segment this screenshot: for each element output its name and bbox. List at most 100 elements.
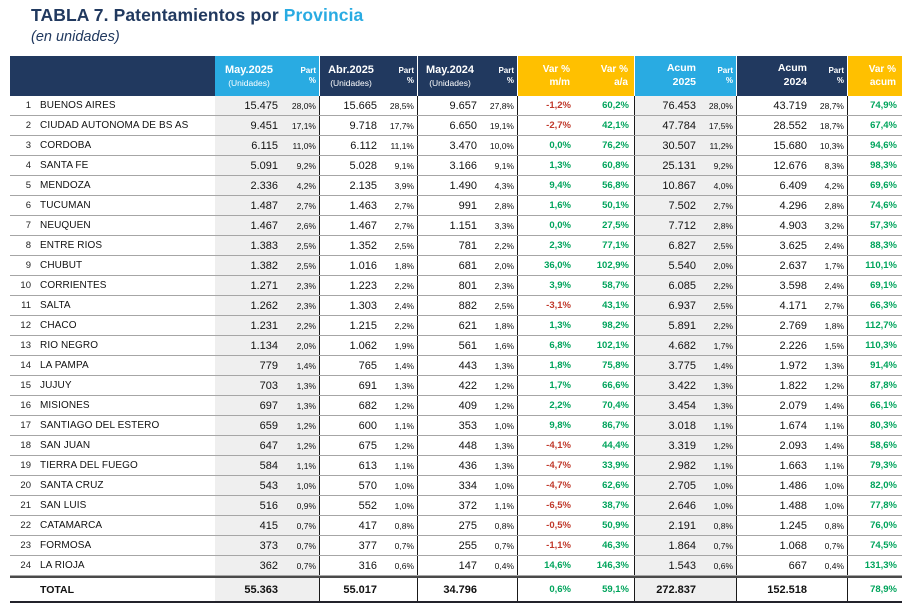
table-row: 16 MISIONES 697 1,3% 682 1,2% 409 1,2% 2,2% 70,4%… <box>10 396 902 416</box>
table-row: 20 SANTA CRUZ 543 1,0% 570 1,0% 334 1,0% -4,7% 62… <box>10 476 902 496</box>
abr2025-units: 1.467 <box>349 219 377 232</box>
acum2025-units: 2.191 <box>635 516 701 535</box>
may2024-units: 9.657 <box>449 99 477 112</box>
may2024-part: 9,1% <box>482 156 518 175</box>
acum2024-part: 2,4% <box>812 236 848 255</box>
var-aa: 77,1% <box>576 236 635 255</box>
acum2024-part: 1,5% <box>812 336 848 355</box>
acum2025-units: 1.543 <box>635 556 701 575</box>
may2025-units: 1.467 <box>215 216 283 235</box>
acum2024-part: 10,3% <box>812 136 848 155</box>
abr2025-part: 1,0% <box>382 496 418 515</box>
var-aa: 70,4% <box>576 396 635 415</box>
acum2024-units: 1.245 <box>779 519 807 532</box>
abr2025-units: 15.665 <box>343 99 377 112</box>
var-acum: 69,6% <box>870 180 897 191</box>
var-acum: 91,4% <box>870 360 897 371</box>
may2024-units: 621 <box>458 319 477 332</box>
acum2025-units: 25.131 <box>635 156 701 175</box>
may2025-units: 647 <box>215 436 283 455</box>
may2025-units: 697 <box>215 396 283 415</box>
may2024-part: 2,0% <box>482 256 518 275</box>
acum2024-part: 1,2% <box>812 376 848 395</box>
var-acum: 131,3% <box>864 560 897 571</box>
acum2025-units: 1.864 <box>635 536 701 555</box>
total-label: TOTAL <box>40 583 75 596</box>
page-title: TABLA 7. Patentamientos por Provincia <box>31 5 905 26</box>
table-row: 23 FORMOSA 373 0,7% 377 0,7% 255 0,7% -1,1% 46,3%… <box>10 536 902 556</box>
may2025-units: 1.383 <box>215 236 283 255</box>
header-abr2025-part: Part % <box>382 56 418 96</box>
province-name: RIO NEGRO <box>40 340 99 351</box>
province-name: LA PAMPA <box>40 360 89 371</box>
may2025-part: 1,4% <box>283 356 320 375</box>
row-rank: 2 <box>25 120 31 131</box>
abr2025-part: 1,2% <box>382 396 418 415</box>
row-rank: 19 <box>20 460 31 471</box>
var-acum: 74,6% <box>870 200 897 211</box>
acum2025-units: 3.018 <box>635 416 701 435</box>
var-acum: 98,3% <box>870 160 897 171</box>
acum2025-part: 0,6% <box>701 556 737 575</box>
table-row: 24 LA RIOJA 362 0,7% 316 0,6% 147 0,4% 14,6% 146,… <box>10 556 902 576</box>
acum2025-part: 28,0% <box>701 96 737 115</box>
acum2025-units: 47.784 <box>635 116 701 135</box>
province-name: MENDOZA <box>40 180 91 191</box>
acum2025-part: 1,0% <box>701 476 737 495</box>
may2025-units: 415 <box>215 516 283 535</box>
may2025-part: 1,2% <box>283 416 320 435</box>
header-spacer <box>10 56 215 96</box>
total-may2024-part <box>482 578 518 601</box>
page-subtitle: (en unidades) <box>31 29 120 45</box>
total-may2025-part <box>283 578 320 601</box>
acum2024-units: 15.680 <box>773 139 807 152</box>
acum2025-part: 0,8% <box>701 516 737 535</box>
acum2024-part: 1,4% <box>812 396 848 415</box>
may2025-part: 2,3% <box>283 296 320 315</box>
acum2024-part: 2,4% <box>812 276 848 295</box>
may2025-part: 2,2% <box>283 316 320 335</box>
var-mm: -4,7% <box>546 480 571 491</box>
var-acum: 94,6% <box>870 140 897 151</box>
may2025-units: 516 <box>215 496 283 515</box>
var-mm: -0,5% <box>546 520 571 531</box>
may2025-units: 1.382 <box>215 256 283 275</box>
table-row: 2 CIUDAD AUTONOMA DE BS AS 9.451 17,1% 9.718… <box>10 116 902 136</box>
province-name: BUENOS AIRES <box>40 100 116 111</box>
acum2025-part: 0,7% <box>701 536 737 555</box>
acum2024-units: 1.822 <box>779 379 807 392</box>
acum2025-units: 30.507 <box>635 136 701 155</box>
var-mm: 9,4% <box>549 180 571 191</box>
may2024-units: 334 <box>458 479 477 492</box>
acum2024-units: 1.972 <box>779 359 807 372</box>
var-acum: 74,9% <box>870 100 897 111</box>
acum2025-units: 3.422 <box>635 376 701 395</box>
var-aa: 60,8% <box>576 156 635 175</box>
table-header-row: May.2025 (Unidades) Part % Abr.2025 (Uni… <box>10 56 902 96</box>
table-row: 3 CORDOBA 6.115 11,0% 6.112 11,1% 3.470 10,0% 0,… <box>10 136 902 156</box>
var-mm: 0,0% <box>549 220 571 231</box>
abr2025-part: 2,2% <box>382 316 418 335</box>
acum2025-part: 9,2% <box>701 156 737 175</box>
acum2025-part: 1,7% <box>701 336 737 355</box>
var-aa: 38,7% <box>576 496 635 515</box>
var-acum: 66,3% <box>870 300 897 311</box>
var-acum: 69,1% <box>870 280 897 291</box>
var-mm: 1,6% <box>549 200 571 211</box>
abr2025-units: 1.303 <box>349 299 377 312</box>
province-name: SAN LUIS <box>40 500 87 511</box>
province-name: SANTA FE <box>40 160 89 171</box>
acum2025-part: 1,1% <box>701 416 737 435</box>
var-aa: 58,7% <box>576 276 635 295</box>
var-acum: 110,1% <box>865 260 897 271</box>
table-row: 5 MENDOZA 2.336 4,2% 2.135 3,9% 1.490 4,3% 9,4% 5… <box>10 176 902 196</box>
total-abr2025-part <box>382 578 418 601</box>
var-mm: 0,0% <box>549 140 571 151</box>
acum2025-units: 3.319 <box>635 436 701 455</box>
abr2025-units: 552 <box>358 499 377 512</box>
var-aa: 146,3% <box>576 556 635 575</box>
acum2025-part: 1,4% <box>701 356 737 375</box>
may2025-part: 0,9% <box>283 496 320 515</box>
abr2025-part: 2,7% <box>382 196 418 215</box>
abr2025-units: 6.112 <box>350 139 377 152</box>
